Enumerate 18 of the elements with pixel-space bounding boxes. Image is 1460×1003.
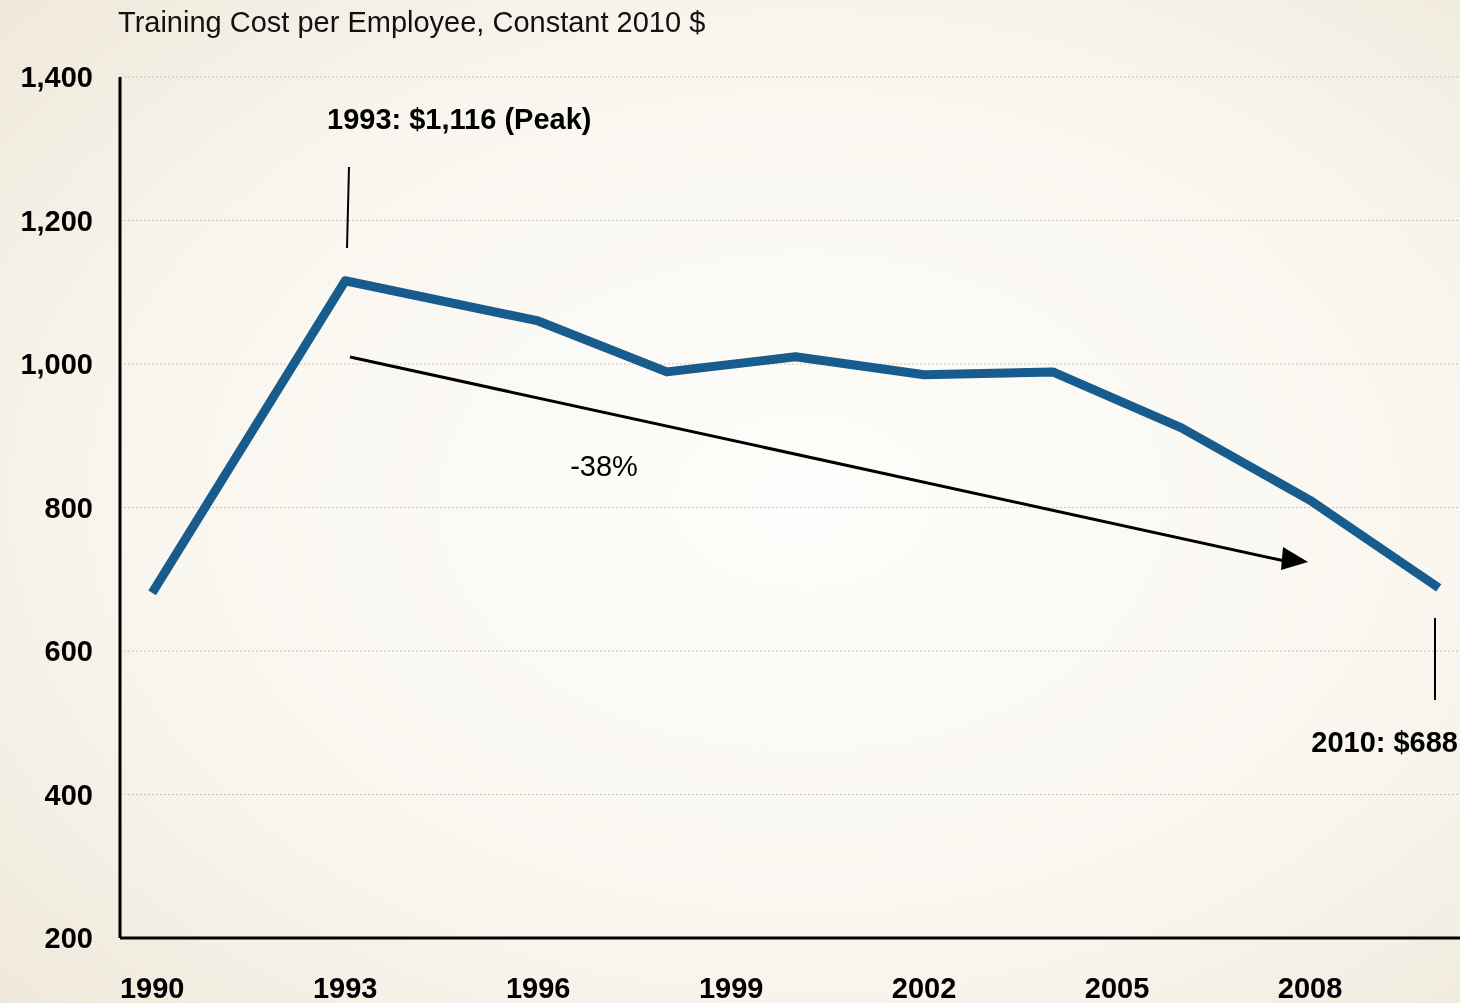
y-tick-label: 200 bbox=[44, 922, 93, 955]
y-tick-label: 800 bbox=[44, 491, 93, 524]
x-tick-label: 2005 bbox=[1084, 972, 1150, 1003]
y-tick-label: 1,400 bbox=[20, 61, 93, 94]
y-tick-label: 1,200 bbox=[20, 204, 93, 237]
y-tick-label: 600 bbox=[44, 635, 93, 668]
y-tick-label: 400 bbox=[44, 778, 93, 811]
x-tick-label: 2008 bbox=[1277, 972, 1343, 1003]
x-tick-label: 1990 bbox=[119, 972, 185, 1003]
y-tick-label: 1,000 bbox=[20, 348, 93, 381]
x-tick-label: 1996 bbox=[505, 972, 571, 1003]
chart-title: Training Cost per Employee, Constant 2010 $ bbox=[118, 6, 706, 38]
x-tick-label: 1993 bbox=[312, 972, 378, 1003]
annotation: 2010: $688 bbox=[1311, 726, 1458, 758]
x-tick-label: 1999 bbox=[698, 972, 764, 1003]
x-tick-label: 2002 bbox=[891, 972, 957, 1003]
annotation: -38% bbox=[570, 450, 638, 482]
annotation: 1993: $1,116 (Peak) bbox=[327, 103, 592, 135]
